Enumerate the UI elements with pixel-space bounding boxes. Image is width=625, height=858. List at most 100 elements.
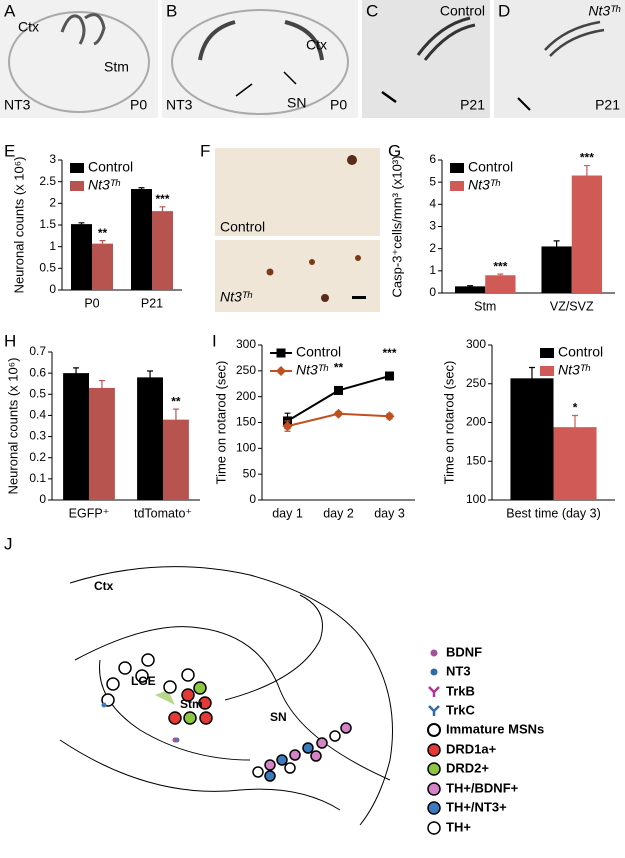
region-label: LGE: [131, 674, 156, 688]
legend-label: Nt3ᵀʰ: [88, 177, 120, 193]
image-label: P21: [460, 97, 485, 113]
bar: [152, 211, 173, 290]
y-tick-label: 5: [429, 174, 436, 188]
legend-swatch: [70, 181, 84, 191]
bdnf-dot: [172, 737, 178, 743]
error-bar: [147, 370, 154, 385]
legend-label: TH+/NT3+: [446, 799, 507, 814]
image-label: NT3: [4, 97, 31, 113]
bar: [163, 419, 189, 500]
x-tick-label: Best time (day 3): [506, 506, 600, 520]
stained-cell: [321, 294, 329, 302]
legend-swatch: [450, 181, 464, 191]
panel-label: D: [498, 1, 510, 20]
bar: [510, 378, 554, 500]
error-bar: [528, 366, 535, 390]
significance: *: [573, 401, 578, 415]
outline: [224, 594, 323, 701]
significance: **: [171, 394, 181, 408]
legend-label: DRD1a+: [446, 741, 497, 756]
error-bar: [73, 367, 80, 380]
legend-swatch: [427, 821, 441, 835]
bar: [571, 175, 603, 293]
region-label: Stm: [180, 697, 203, 711]
significance: ***: [580, 151, 594, 165]
y-tick-label: 0.3: [29, 429, 46, 443]
point: [334, 385, 343, 395]
cortex-stain: [416, 16, 476, 61]
legend-label: TH+: [446, 819, 471, 834]
y-tick-label: 6: [429, 152, 436, 166]
arrow: [235, 83, 253, 97]
legend-label: BDNF: [446, 644, 482, 659]
outline: [99, 659, 251, 761]
y-axis-label: Time on rotarod (sec): [441, 361, 456, 485]
y-tick-label: 150: [236, 415, 256, 429]
y-tick-label: 2: [49, 196, 56, 210]
legend-label: TrkB: [446, 683, 475, 698]
panel-label: A: [4, 1, 16, 20]
y-tick-label: 250: [466, 376, 486, 390]
significance: ***: [493, 259, 507, 273]
cortex-stain: [60, 13, 106, 46]
legend-swatch: [427, 743, 441, 757]
y-tick-label: 3: [49, 152, 56, 166]
bar: [63, 373, 89, 500]
y-tick-label: 0: [39, 492, 46, 506]
arrow-lge-stm: [155, 690, 175, 705]
cells: [101, 653, 352, 782]
outline: [69, 566, 393, 826]
y-tick-label: 250: [236, 363, 256, 377]
panel-label: J: [4, 534, 13, 553]
x-tick-label: VZ/SVZ: [550, 299, 594, 313]
legend-swatch: [430, 668, 438, 676]
y-tick-label: 0.6: [29, 365, 46, 379]
error-bar: [172, 408, 179, 431]
y-tick-label: 3: [429, 219, 436, 233]
image-label: P21: [595, 97, 620, 113]
x-tick-label: P0: [84, 296, 99, 310]
y-tick-label: 300: [466, 337, 486, 351]
bar: [131, 189, 152, 290]
legend-swatch: [276, 366, 286, 376]
stained-cell: [309, 259, 315, 265]
panel-label: C: [366, 1, 378, 20]
error-bar: [553, 240, 560, 253]
legend-label: Nt3ᵀʰ: [296, 362, 328, 378]
y-tick-label: 50: [243, 466, 257, 480]
legend-swatch: [428, 686, 440, 697]
bar: [137, 377, 163, 500]
legend-swatch: [276, 348, 286, 358]
legend-swatch: [540, 366, 554, 376]
error-bar: [99, 240, 106, 248]
y-tick-label: 1: [429, 263, 436, 277]
bar: [92, 243, 113, 290]
panel-label: F: [200, 141, 210, 160]
panel-label: I: [212, 331, 217, 350]
legend-label: Control: [558, 344, 603, 360]
x-tick-label: Stm: [474, 299, 496, 313]
image-label: Ctx: [306, 37, 327, 53]
nt3-dot: [101, 702, 107, 708]
bar: [454, 286, 486, 293]
scale-bar: [352, 296, 366, 299]
stained-cell: [266, 268, 274, 276]
legend-swatch: [430, 649, 438, 657]
outline: [74, 626, 391, 781]
image-label: NT3: [166, 97, 193, 113]
legend-label: Immature MSNs: [446, 721, 544, 736]
y-axis-label: Casp-3⁺cells/mm³ (x10³): [389, 156, 404, 298]
y-axis-label: Neuronal counts (x 10⁶): [11, 157, 26, 294]
error-bar: [98, 379, 105, 396]
y-tick-label: 0.1: [29, 471, 46, 485]
image-label: Ctx: [18, 19, 39, 35]
legend-label: Nt3ᵀʰ: [468, 177, 500, 193]
y-tick-label: 1.5: [39, 217, 56, 231]
bar: [485, 275, 516, 293]
error-bar: [467, 285, 474, 288]
y-tick-label: 0: [49, 282, 56, 296]
bar: [71, 224, 92, 290]
legend-swatch: [427, 762, 441, 776]
